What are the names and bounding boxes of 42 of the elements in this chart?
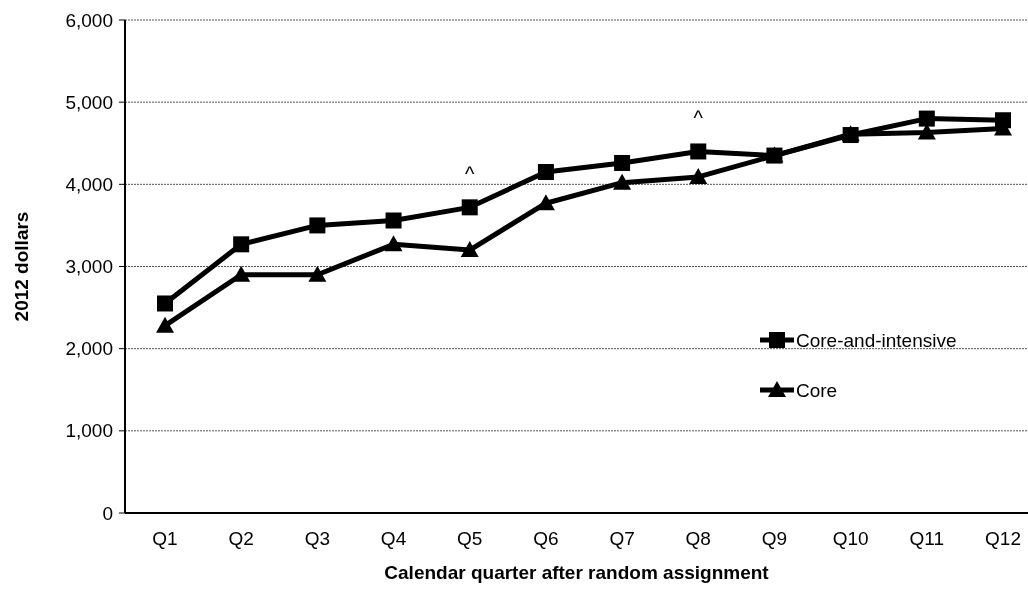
y-tick-label: 6,000 [65,9,113,31]
point [157,295,173,312]
point [384,235,403,252]
x-tick-label: Q7 [609,528,635,549]
y-axis-title: 2012 dollars [11,211,32,322]
y-tick-label: 2,000 [65,338,113,360]
x-tick-label: Q12 [985,528,1021,549]
annotation: ^ [465,163,476,186]
x-tick-label: Q3 [304,528,331,549]
x-tick-label: Q11 [909,528,945,549]
legend-label: Core-and-intensive [796,329,957,351]
point [614,154,631,171]
point [308,265,327,282]
point [613,173,632,190]
y-tick-label: 5,000 [65,91,113,113]
point [995,112,1011,129]
x-tick-label: Q9 [761,528,788,549]
point [918,110,935,127]
y-tick-label: 4,000 [65,173,113,195]
point [385,212,402,229]
point [156,316,174,333]
x-tick-label: Q8 [685,528,711,549]
point [461,199,478,216]
point [536,194,555,211]
x-axis-title: Calendar quarter after random assignment [384,562,770,583]
x-tick-label: Q6 [533,528,559,549]
y-tick-label: 3,000 [65,256,113,278]
annotation: ^ [693,107,704,130]
y-tick-label: 0 [102,502,113,524]
y-tick-label: 1,000 [65,420,113,442]
x-tick-label: Q10 [832,528,869,549]
x-tick-label: Q4 [380,528,407,549]
point [537,164,554,181]
point [309,217,326,234]
legend-label: Core [796,379,838,401]
point [690,143,707,160]
point [460,241,479,258]
point [689,167,708,184]
x-tick-label: Q1 [152,528,178,549]
point [233,236,250,253]
x-tick-label: Q2 [228,528,254,549]
x-tick-label: Q5 [457,528,483,549]
